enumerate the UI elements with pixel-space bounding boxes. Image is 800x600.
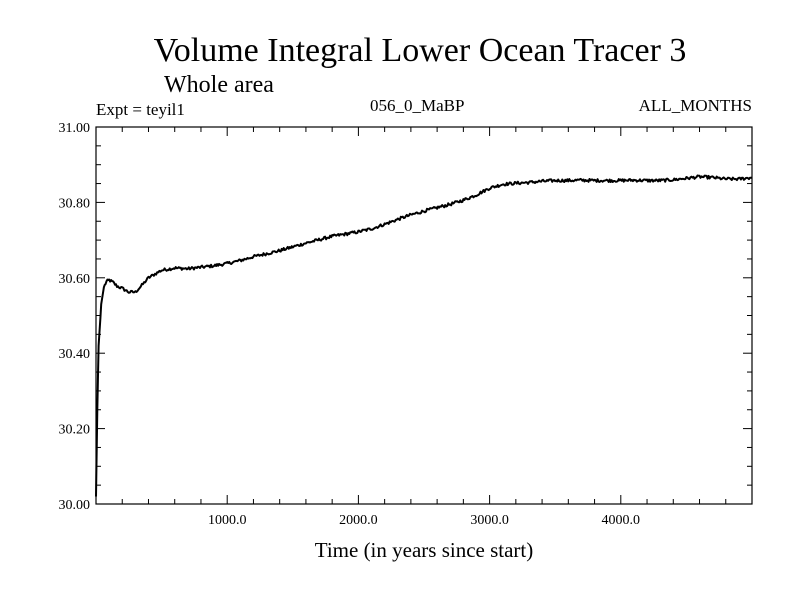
plot-frame <box>95 126 753 505</box>
x-tick-label: 4000.0 <box>602 513 641 528</box>
y-tick-label: 31.00 <box>59 121 91 136</box>
x-tick-label: 3000.0 <box>470 513 509 528</box>
run-label: 056_0_MaBP <box>370 96 465 115</box>
y-tick-label: 30.20 <box>59 423 91 438</box>
y-tick-label: 30.40 <box>59 347 91 362</box>
x-axis-label: Time (in years since start) <box>314 538 534 562</box>
axis-ticks <box>96 127 752 504</box>
series-line <box>95 174 753 497</box>
y-tick-label: 30.80 <box>59 196 91 211</box>
x-tick-label: 1000.0 <box>208 513 247 528</box>
months-label: ALL_MONTHS <box>638 96 752 115</box>
chart-title: Volume Integral Lower Ocean Tracer 3 <box>153 32 687 69</box>
axis-tick-labels: 1000.0 2000.0 3000.0 4000.0 30.00 30.20 30.40 3… <box>59 121 641 528</box>
chart-subtitle: Whole area <box>164 72 274 98</box>
x-tick-label: 2000.0 <box>339 513 378 528</box>
y-tick-label: 30.00 <box>59 498 91 513</box>
experiment-label: Expt = teyil1 <box>96 100 185 119</box>
y-tick-label: 30.60 <box>59 272 91 287</box>
